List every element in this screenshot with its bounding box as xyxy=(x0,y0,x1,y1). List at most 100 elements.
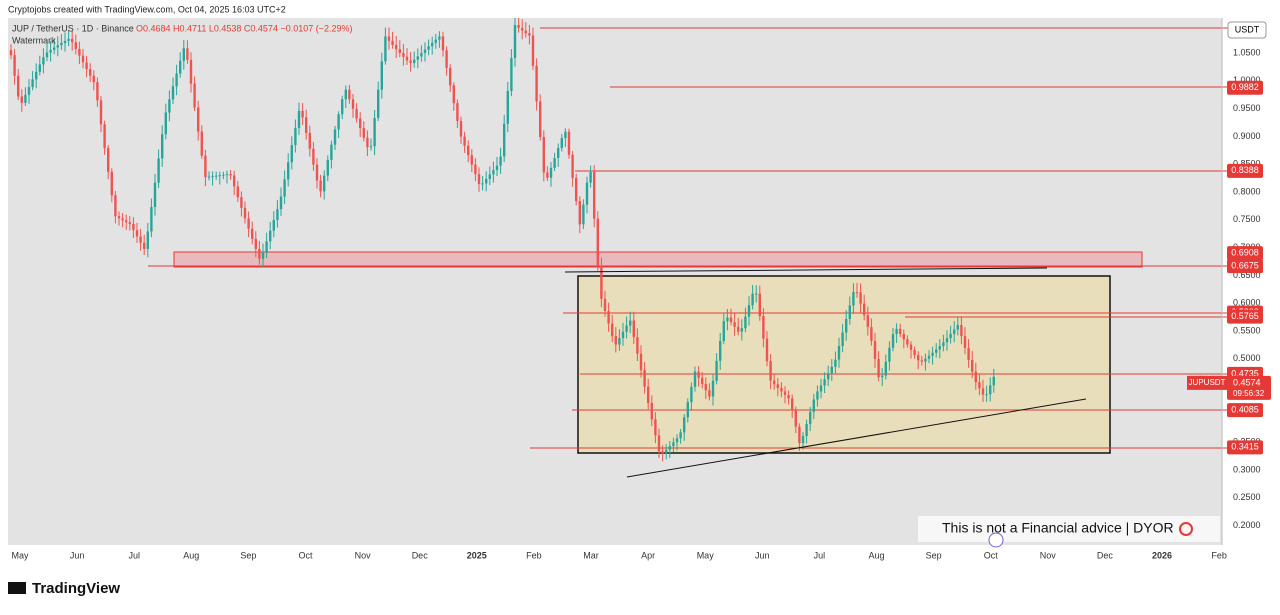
candle-body xyxy=(261,251,265,259)
candle-body xyxy=(308,132,311,149)
candle-body xyxy=(467,145,470,156)
candle-body xyxy=(481,183,484,185)
candle-body xyxy=(477,174,481,184)
candle-body xyxy=(402,53,405,57)
candle-body xyxy=(560,138,563,149)
candle-body xyxy=(24,94,27,103)
candle-body xyxy=(398,49,401,54)
candle-body xyxy=(312,148,315,165)
price-tag: 0.8388 xyxy=(1231,165,1259,175)
candle-body xyxy=(31,79,34,88)
candle-body xyxy=(621,331,625,339)
candle-body xyxy=(729,317,733,323)
candle-body xyxy=(909,344,913,350)
candle-body xyxy=(240,197,243,208)
candles xyxy=(9,18,995,462)
candle-body xyxy=(319,180,322,192)
candle-body xyxy=(873,341,877,360)
candle-body xyxy=(251,228,254,239)
candle-body xyxy=(121,218,124,221)
time-label: Dec xyxy=(1097,550,1114,560)
candle-body xyxy=(884,361,887,376)
candle-body xyxy=(935,349,938,353)
price-tag: 0.6675 xyxy=(1231,260,1259,270)
candle-body xyxy=(20,96,23,103)
candle-body xyxy=(492,170,495,175)
candle-body xyxy=(600,265,603,299)
time-label: Oct xyxy=(984,550,999,560)
candle-body xyxy=(200,131,203,156)
candle-body xyxy=(524,30,527,34)
price-label: 0.8500 xyxy=(1233,159,1261,169)
candle-body xyxy=(686,402,689,418)
candle-body xyxy=(452,85,455,104)
price-tag-bg xyxy=(1227,259,1263,274)
candle-body xyxy=(125,220,128,223)
candle-body xyxy=(953,329,956,334)
candle-body xyxy=(470,155,473,165)
candle-body xyxy=(49,49,52,53)
candle-body xyxy=(672,442,675,447)
candle-body xyxy=(305,117,308,133)
candle-body xyxy=(834,359,837,367)
candle-body xyxy=(906,339,909,345)
candle-body xyxy=(405,56,409,61)
trend-line xyxy=(626,398,1087,478)
candle-body xyxy=(459,121,463,137)
candle-body xyxy=(114,195,117,217)
candle-body xyxy=(146,231,149,249)
candle-body xyxy=(715,360,718,381)
candle-body xyxy=(737,326,740,332)
candle-body xyxy=(92,75,95,83)
candle-body xyxy=(902,333,905,340)
candle-body xyxy=(168,99,171,113)
candle-body xyxy=(344,89,347,100)
candle-body xyxy=(661,451,664,454)
time-label: Mar xyxy=(583,550,599,560)
candle-body xyxy=(801,435,805,444)
candle-body xyxy=(589,172,592,183)
candle-body xyxy=(287,162,290,180)
price-label: 0.5000 xyxy=(1233,353,1261,363)
candle-body xyxy=(553,158,556,168)
candle-body xyxy=(816,391,819,400)
candle-body xyxy=(53,47,56,50)
price-label: 1.0000 xyxy=(1233,75,1261,85)
candle-body xyxy=(783,391,787,396)
candle-body xyxy=(204,155,207,178)
candle-body xyxy=(643,370,646,387)
candle-body xyxy=(744,316,747,329)
candle-body xyxy=(819,385,823,392)
candle-body xyxy=(510,58,513,91)
candle-body xyxy=(74,42,77,49)
time-label: May xyxy=(11,550,29,560)
candle-body xyxy=(456,103,459,122)
candle-body xyxy=(297,110,301,128)
candle-body xyxy=(103,124,106,149)
candle-body xyxy=(751,293,754,306)
time-label: Sep xyxy=(240,550,256,560)
time-label: Dec xyxy=(412,550,429,560)
candle-body xyxy=(279,196,283,210)
candle-body xyxy=(855,292,859,294)
candle-body xyxy=(326,160,329,176)
candle-body xyxy=(837,346,841,360)
candle-body xyxy=(769,361,772,381)
time-label: Jun xyxy=(755,550,770,560)
candle-body xyxy=(247,218,250,229)
symbol-tag: JUPUSDT xyxy=(1189,378,1226,387)
price-tag-bg xyxy=(1227,403,1263,418)
candle-body xyxy=(708,390,711,397)
candle-body xyxy=(963,336,967,349)
candle-body xyxy=(747,305,751,317)
candle-body xyxy=(348,89,351,100)
candle-body xyxy=(711,380,715,397)
candle-body xyxy=(362,128,365,138)
candle-body xyxy=(924,358,927,362)
price-label: 0.8000 xyxy=(1233,186,1261,196)
candle-body xyxy=(517,25,520,28)
candle-body xyxy=(542,137,545,173)
candle-body xyxy=(441,36,445,51)
candle-body xyxy=(351,99,355,109)
candle-body xyxy=(60,42,63,46)
